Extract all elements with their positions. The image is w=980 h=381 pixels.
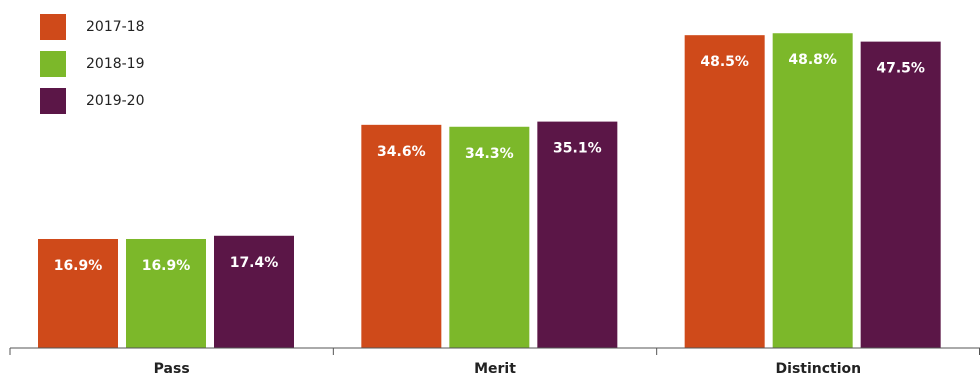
bar-distinction-2019-20 <box>860 41 941 348</box>
legend-label-2018-19: 2018-19 <box>86 56 145 72</box>
data-label-merit-2017-18: 34.6% <box>377 144 426 160</box>
data-label-pass-2019-20: 17.4% <box>230 255 279 271</box>
bar-distinction-2017-18 <box>684 35 765 349</box>
x-tick-label-merit: Merit <box>474 361 516 377</box>
bar-merit-2019-20 <box>537 121 618 348</box>
x-tick-label-distinction: Distinction <box>776 361 862 377</box>
data-label-merit-2018-19: 34.3% <box>465 146 514 162</box>
data-label-distinction-2019-20: 47.5% <box>876 61 925 77</box>
data-label-pass-2017-18: 16.9% <box>54 258 103 274</box>
data-label-distinction-2017-18: 48.5% <box>700 54 749 70</box>
legend-swatch-2019-20 <box>40 88 66 114</box>
legend-label-2017-18: 2017-18 <box>86 19 145 35</box>
legend-item-2018-19: 2018-19 <box>40 51 145 77</box>
data-label-merit-2019-20: 35.1% <box>553 141 602 157</box>
chart-legend: 2017-18 2018-19 2019-20 <box>40 14 145 125</box>
legend-swatch-2018-19 <box>40 51 66 77</box>
bar-distinction-2018-19 <box>772 33 853 349</box>
bar-merit-2017-18 <box>361 124 442 348</box>
x-tick-label-pass: Pass <box>154 361 190 377</box>
bar-pass-2018-19 <box>126 238 206 348</box>
data-label-pass-2018-19: 16.9% <box>142 258 191 274</box>
bar-pass-2019-20 <box>214 235 294 348</box>
data-label-distinction-2018-19: 48.8% <box>788 52 837 68</box>
bar-pass-2017-18 <box>38 238 118 348</box>
legend-item-2017-18: 2017-18 <box>40 14 145 40</box>
bar-merit-2018-19 <box>449 126 530 348</box>
legend-swatch-2017-18 <box>40 14 66 40</box>
legend-label-2019-20: 2019-20 <box>86 93 145 109</box>
legend-item-2019-20: 2019-20 <box>40 88 145 114</box>
